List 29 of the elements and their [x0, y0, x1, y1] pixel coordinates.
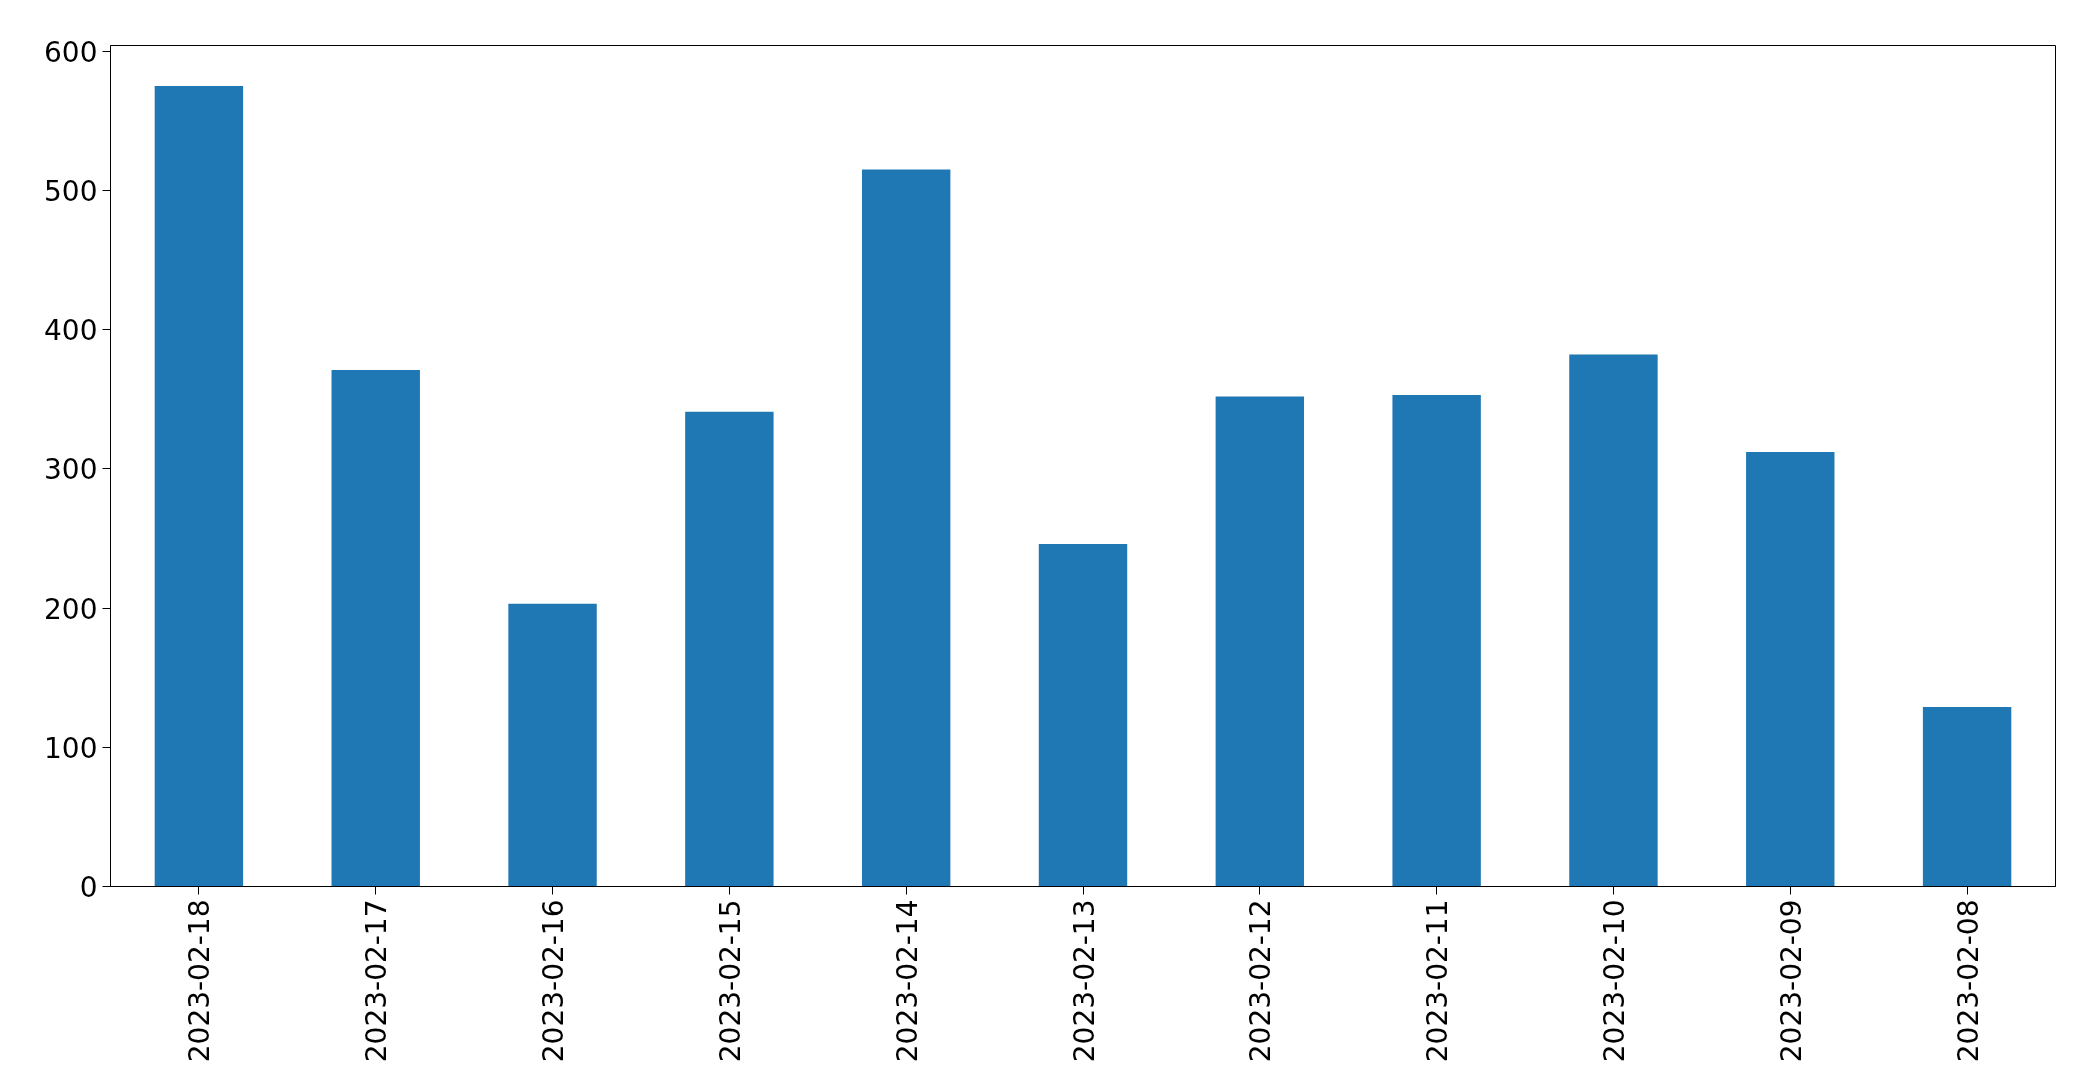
y-tick-label: 0	[79, 871, 98, 904]
x-tick-label: 2023-02-08	[1951, 899, 1985, 1063]
bar	[1038, 543, 1128, 887]
bar	[154, 85, 244, 887]
x-tick-label: 2023-02-18	[183, 899, 217, 1063]
bar	[1922, 706, 2012, 887]
x-tick-label: 2023-02-13	[1067, 899, 1101, 1063]
x-tick-label: 2023-02-11	[1421, 899, 1455, 1063]
x-tick-label: 2023-02-17	[360, 899, 394, 1063]
bar	[1746, 452, 1835, 887]
x-tick-label: 2023-02-15	[713, 899, 747, 1063]
x-tick-label: 2023-02-16	[537, 899, 571, 1063]
y-tick-label: 500	[44, 174, 98, 208]
x-tick-label: 2023-02-14	[890, 899, 924, 1063]
bar	[1392, 394, 1481, 887]
x-tick-label: 2023-02-09	[1774, 899, 1808, 1063]
x-tick-label: 2023-02-12	[1244, 899, 1278, 1063]
bar	[1215, 396, 1305, 887]
bar	[861, 169, 951, 887]
bar	[508, 603, 597, 887]
bar	[1569, 354, 1658, 887]
bar	[331, 369, 420, 887]
y-tick-label: 400	[44, 314, 98, 348]
x-tick-label: 2023-02-10	[1597, 899, 1631, 1063]
y-tick-label: 300	[44, 453, 98, 487]
bar	[685, 411, 774, 887]
y-tick-label: 200	[44, 592, 98, 626]
y-tick-label: 600	[44, 35, 98, 69]
y-tick-label: 100	[44, 731, 98, 765]
